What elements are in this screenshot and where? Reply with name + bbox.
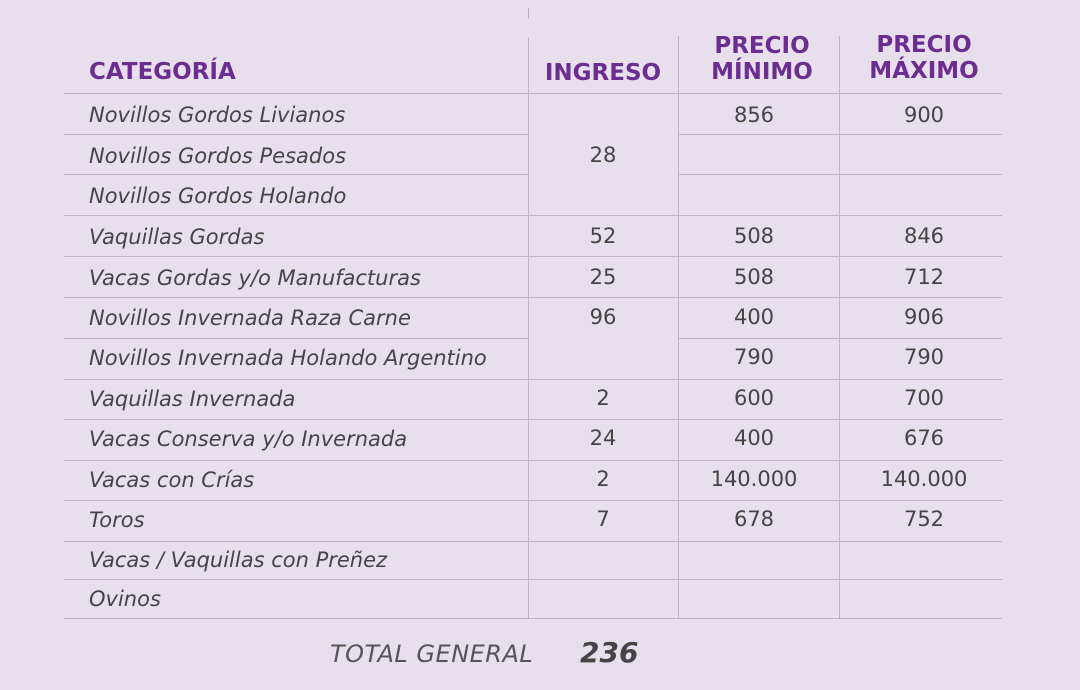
column-divider-ingreso xyxy=(528,38,529,618)
precio-minimo-cell: 600 xyxy=(733,386,775,410)
precio-minimo-cell: 790 xyxy=(733,345,775,369)
column-divider-precio-minimo xyxy=(678,36,679,618)
category-cell: Vacas Conserva y/o Invernada xyxy=(89,427,408,451)
table-bottom-line xyxy=(64,618,1002,619)
ingreso-cell: 7 xyxy=(596,507,610,531)
header-precio-minimo-line1: PRECIO xyxy=(714,33,810,59)
precio-maximo-cell: 712 xyxy=(903,265,945,289)
precio-minimo-cell: 508 xyxy=(733,265,775,289)
precio-minimo-cell: 140.000 xyxy=(710,467,798,491)
row-line xyxy=(678,338,1002,339)
category-cell: Vacas / Vaquillas con Preñez xyxy=(89,548,388,572)
ingreso-cell: 25 xyxy=(589,265,617,289)
precio-maximo-cell: 906 xyxy=(903,305,945,329)
category-cell: Novillos Invernada Raza Carne xyxy=(89,306,411,330)
total-general-value: 236 xyxy=(580,636,639,669)
row-line xyxy=(64,174,528,175)
row-line xyxy=(64,256,1002,257)
row-line xyxy=(64,379,1002,380)
category-cell: Vaquillas Invernada xyxy=(89,387,296,411)
precio-minimo-cell: 678 xyxy=(733,507,775,531)
category-cell: Novillos Invernada Holando Argentino xyxy=(89,346,487,370)
category-cell: Ovinos xyxy=(89,587,161,611)
category-cell: Vacas Gordas y/o Manufacturas xyxy=(89,266,421,290)
header-precio-maximo-line1: PRECIO xyxy=(876,32,972,58)
category-cell: Novillos Gordos Holando xyxy=(89,184,347,208)
ingreso-cell: 2 xyxy=(596,386,610,410)
row-line xyxy=(64,579,1002,580)
header-ingreso: INGRESO xyxy=(544,60,662,86)
precio-maximo-cell: 140.000 xyxy=(880,467,968,491)
ingreso-cell: 52 xyxy=(589,224,617,248)
category-cell: Novillos Gordos Livianos xyxy=(89,103,346,127)
ingreso-cell: 2 xyxy=(596,467,610,491)
row-line xyxy=(64,541,1002,542)
precio-maximo-cell: 752 xyxy=(903,507,945,531)
row-line xyxy=(64,460,1002,461)
category-cell: Vaquillas Gordas xyxy=(89,225,265,249)
row-line xyxy=(64,134,528,135)
row-line xyxy=(64,215,1002,216)
precio-maximo-cell: 676 xyxy=(903,426,945,450)
category-cell: Toros xyxy=(89,508,145,532)
precio-maximo-cell: 846 xyxy=(903,224,945,248)
ingreso-cell: 24 xyxy=(589,426,617,450)
top-divider-tick xyxy=(528,8,529,18)
category-cell: Vacas con Crías xyxy=(89,468,255,492)
row-line xyxy=(64,500,1002,501)
precio-minimo-cell: 400 xyxy=(733,305,775,329)
row-line xyxy=(64,338,528,339)
header-categoria: CATEGORÍA xyxy=(89,59,236,85)
ingreso-cell: 28 xyxy=(589,143,617,167)
row-line xyxy=(678,174,1002,175)
category-cell: Novillos Gordos Pesados xyxy=(89,144,347,168)
ingreso-cell: 96 xyxy=(589,305,617,329)
precio-minimo-cell: 400 xyxy=(733,426,775,450)
precio-maximo-cell: 700 xyxy=(903,386,945,410)
header-precio-minimo-line2: MÍNIMO xyxy=(711,59,813,85)
row-line xyxy=(678,134,1002,135)
precio-maximo-cell: 900 xyxy=(903,103,945,127)
column-divider-precio-maximo xyxy=(839,36,840,618)
header-underline xyxy=(64,93,1002,94)
precio-minimo-cell: 856 xyxy=(733,103,775,127)
precio-maximo-cell: 790 xyxy=(903,345,945,369)
row-line xyxy=(64,419,1002,420)
total-general-label: TOTAL GENERAL xyxy=(330,640,534,668)
precio-minimo-cell: 508 xyxy=(733,224,775,248)
row-line xyxy=(64,297,1002,298)
header-precio-maximo-line2: MÁXIMO xyxy=(869,58,979,84)
